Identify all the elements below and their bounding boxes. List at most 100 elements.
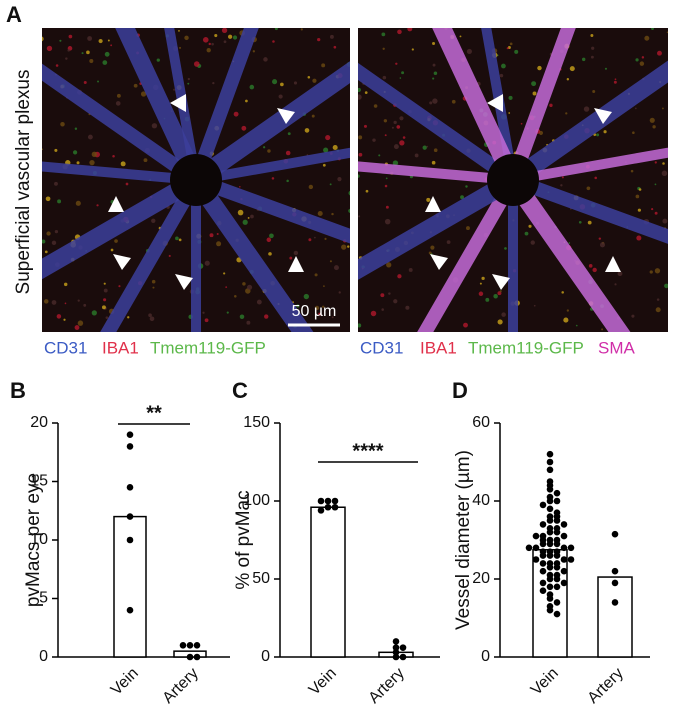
vessel xyxy=(187,61,350,189)
data-point xyxy=(532,544,540,552)
cell xyxy=(232,35,238,40)
data-point xyxy=(126,484,134,491)
cell xyxy=(332,144,338,151)
cell xyxy=(466,226,470,231)
cell xyxy=(179,46,182,49)
data-point xyxy=(126,513,134,520)
cell xyxy=(493,294,498,299)
cell xyxy=(333,265,339,271)
cell xyxy=(378,154,381,157)
arrowhead xyxy=(288,256,304,272)
cell xyxy=(499,290,502,293)
cell xyxy=(77,299,80,302)
cell xyxy=(175,236,179,241)
cell xyxy=(206,48,211,53)
cell xyxy=(561,176,564,179)
cell xyxy=(651,207,654,211)
cell xyxy=(358,152,363,157)
cell xyxy=(638,188,642,191)
cell xyxy=(358,135,363,140)
cell xyxy=(393,144,399,150)
data-point xyxy=(546,458,554,466)
cell xyxy=(381,308,384,311)
cell xyxy=(250,214,254,219)
cell xyxy=(314,273,318,277)
cell xyxy=(532,91,537,96)
vessel xyxy=(42,63,203,187)
data-point xyxy=(560,556,568,563)
cell xyxy=(382,75,387,80)
cell xyxy=(661,170,668,177)
cell xyxy=(300,28,303,31)
data-point xyxy=(532,556,540,563)
cell xyxy=(358,94,362,100)
cell xyxy=(531,81,537,87)
arrowhead xyxy=(170,94,186,112)
cell xyxy=(395,62,398,65)
cell xyxy=(56,314,62,319)
data-point xyxy=(567,556,575,563)
cell xyxy=(143,158,148,163)
cell xyxy=(91,310,97,316)
vessel xyxy=(42,161,201,185)
cell xyxy=(242,219,248,225)
cell xyxy=(408,268,413,272)
cell xyxy=(587,220,592,225)
cell xyxy=(479,282,482,285)
cell xyxy=(386,262,392,268)
cell xyxy=(322,305,325,308)
vessel xyxy=(417,173,520,332)
cell xyxy=(586,186,591,191)
cell xyxy=(269,233,274,239)
cell xyxy=(331,316,334,319)
cell xyxy=(568,242,571,244)
data-point xyxy=(126,606,134,614)
vessel xyxy=(164,28,201,185)
cell xyxy=(114,239,118,243)
cell xyxy=(460,195,464,200)
cell xyxy=(528,224,532,228)
data-point xyxy=(317,497,325,505)
cell xyxy=(635,58,639,62)
legend-label: CD31 xyxy=(360,338,403,357)
cell xyxy=(110,44,113,47)
cell xyxy=(321,63,326,68)
cell xyxy=(581,57,586,62)
y-tick-label: 20 xyxy=(472,570,490,587)
y-tick-label: 5 xyxy=(39,590,48,607)
vessel xyxy=(115,28,205,189)
cell xyxy=(318,312,322,316)
cell xyxy=(637,208,641,212)
cell xyxy=(74,325,80,330)
cell xyxy=(187,82,190,85)
cell xyxy=(501,312,506,317)
x-tick-label: Artery xyxy=(366,665,408,707)
legend-label: Tmem119-GFP xyxy=(150,338,266,357)
cell xyxy=(87,134,93,140)
cell xyxy=(583,106,590,112)
cell xyxy=(239,185,241,188)
cell xyxy=(46,45,53,52)
y-tick-label: 150 xyxy=(243,414,270,431)
data-point xyxy=(546,450,554,458)
cell xyxy=(246,284,253,290)
cell xyxy=(588,264,593,268)
cell xyxy=(322,163,326,167)
data-point xyxy=(539,552,547,559)
cell xyxy=(533,304,536,307)
cell xyxy=(241,125,247,131)
data-point xyxy=(611,599,619,606)
cell xyxy=(459,35,462,38)
vessel xyxy=(187,171,314,332)
cell xyxy=(42,148,43,151)
cell xyxy=(223,40,227,44)
cell xyxy=(524,231,529,236)
panel-label: C xyxy=(232,378,248,403)
cell xyxy=(173,88,176,91)
cell xyxy=(225,286,228,288)
cell xyxy=(385,177,388,180)
cell xyxy=(341,244,347,250)
cell xyxy=(287,132,291,136)
legend-label: CD31 xyxy=(44,338,87,357)
vessel xyxy=(504,60,668,189)
